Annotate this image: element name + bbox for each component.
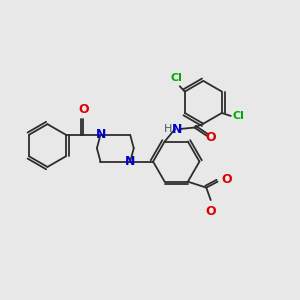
Text: Cl: Cl (171, 73, 183, 83)
Text: Cl: Cl (232, 111, 244, 121)
Text: O: O (78, 103, 88, 116)
Text: O: O (221, 173, 232, 186)
Text: N: N (125, 155, 136, 168)
Text: N: N (172, 122, 183, 136)
Text: N: N (96, 128, 106, 141)
Text: H: H (164, 124, 173, 134)
Text: O: O (205, 131, 216, 144)
Text: O: O (206, 206, 216, 218)
